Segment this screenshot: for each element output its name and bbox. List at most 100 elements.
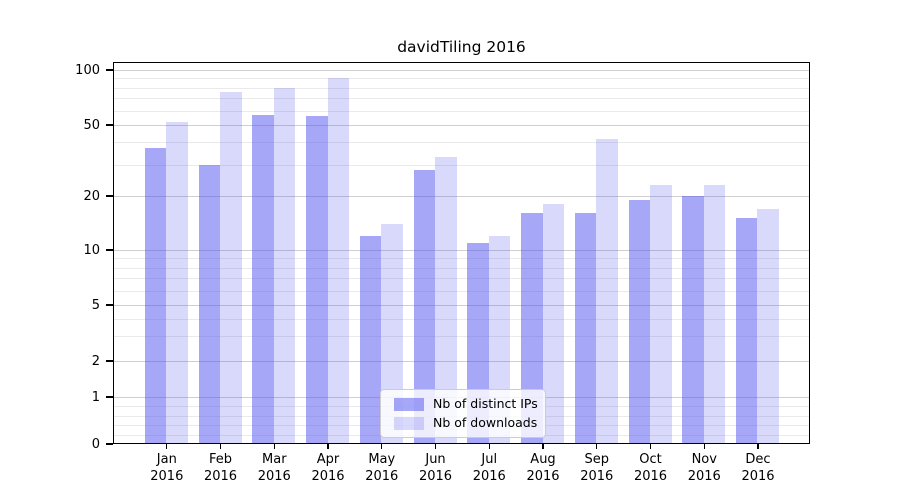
major-gridline	[113, 196, 810, 197]
bar-downloads-apr	[327, 78, 350, 444]
x-tick-mark	[273, 444, 275, 449]
bars-layer	[113, 62, 810, 444]
bar-ips-jun	[413, 169, 436, 444]
x-tick-label: Aug 2016	[515, 451, 571, 485]
minor-gridline	[113, 278, 810, 280]
y-tick-mark	[106, 124, 113, 126]
x-tick-month: May	[368, 452, 396, 467]
x-tick-mark	[703, 444, 705, 449]
bar-ips-jan	[144, 148, 167, 444]
y-tick-label: 2	[91, 353, 100, 369]
x-tick-month: Nov	[691, 452, 717, 467]
x-tick-label: Oct 2016	[623, 451, 679, 485]
bar-downloads-may	[381, 223, 403, 444]
x-tick-label: Jan 2016	[139, 451, 195, 485]
x-tick-month: Oct	[639, 452, 662, 467]
minor-gridline	[113, 336, 810, 338]
bar-ips-sep	[574, 213, 597, 444]
minor-gridline	[113, 318, 810, 320]
x-tick-mark	[488, 444, 490, 449]
y-tick-label: 5	[91, 297, 100, 313]
y-tick-mark	[106, 195, 113, 197]
y-tick-mark	[106, 249, 113, 251]
bar-ips-feb	[198, 164, 221, 444]
bar-downloads-jun	[435, 157, 457, 444]
x-tick-label: Feb 2016	[193, 451, 249, 485]
x-tick-mark	[381, 444, 383, 449]
x-tick-label: Jul 2016	[461, 451, 517, 485]
x-tick-month: Dec	[745, 452, 771, 467]
x-tick-year: 2016	[687, 469, 721, 484]
legend: Nb of distinct IPs Nb of downloads	[380, 389, 546, 438]
x-tick-month: Jul	[481, 452, 498, 467]
x-tick-year: 2016	[150, 469, 184, 484]
bar-downloads-jan	[166, 121, 188, 444]
x-tick-year: 2016	[203, 469, 238, 484]
y-tick-label: 20	[83, 188, 100, 204]
x-tick-month: Jun	[425, 452, 446, 467]
bar-ips-aug	[521, 213, 543, 444]
minor-gridline	[113, 78, 810, 80]
y-tick-label: 1	[91, 389, 100, 405]
x-tick-month: Feb	[209, 452, 233, 467]
major-gridline	[113, 125, 810, 126]
x-tick-year: 2016	[418, 469, 453, 484]
legend-swatch-downloads	[394, 416, 424, 430]
x-tick-month: Aug	[530, 452, 556, 467]
x-tick-mark	[542, 444, 544, 449]
x-tick-year: 2016	[580, 469, 614, 484]
bar-downloads-aug	[542, 204, 564, 444]
x-tick-label: Nov 2016	[676, 451, 732, 485]
legend-label-downloads: Nb of downloads	[433, 415, 538, 430]
x-tick-year: 2016	[311, 469, 345, 484]
x-tick-mark	[219, 444, 222, 449]
minor-gridline	[113, 267, 810, 269]
x-tick-year: 2016	[472, 469, 506, 484]
x-tick-mark	[434, 444, 437, 449]
bar-downloads-nov	[703, 185, 726, 444]
x-tick-label: Apr 2016	[300, 451, 356, 485]
minor-gridline	[113, 110, 810, 112]
bar-downloads-dec	[757, 208, 779, 444]
bar-ips-nov	[682, 196, 704, 444]
bar-downloads-mar	[273, 87, 296, 444]
minor-gridline	[113, 164, 810, 166]
x-tick-mark	[327, 444, 329, 449]
x-tick-month: Apr	[316, 452, 340, 467]
x-tick-mark	[757, 444, 759, 449]
x-tick-month: Sep	[584, 452, 609, 467]
x-tick-mark	[596, 444, 598, 449]
x-tick-year: 2016	[257, 469, 291, 484]
y-tick-label: 0	[91, 436, 100, 452]
legend-label-distinct-ips: Nb of distinct IPs	[433, 396, 538, 411]
bar-downloads-feb	[220, 91, 242, 444]
bar-downloads-sep	[596, 138, 618, 444]
major-gridline	[113, 361, 810, 362]
minor-gridline	[113, 258, 810, 260]
minor-gridline	[113, 290, 810, 292]
y-tick-label: 50	[83, 117, 100, 133]
major-gridline	[113, 70, 810, 71]
x-tick-label: May 2016	[354, 451, 410, 485]
x-tick-mark	[166, 444, 168, 449]
chart-title: davidTiling 2016	[397, 38, 526, 56]
x-tick-year: 2016	[633, 469, 668, 484]
x-tick-label: Mar 2016	[246, 451, 302, 485]
x-tick-month: Mar	[262, 452, 287, 467]
y-tick-mark	[106, 360, 113, 362]
x-tick-year: 2016	[741, 469, 775, 484]
major-gridline	[113, 250, 810, 251]
x-tick-label: Jun 2016	[408, 451, 464, 485]
y-tick-mark	[106, 443, 113, 445]
x-tick-mark	[649, 444, 652, 449]
y-tick-mark	[106, 69, 113, 71]
y-tick-mark	[106, 396, 113, 398]
y-tick-label: 100	[75, 62, 100, 78]
bar-ips-oct	[628, 199, 650, 444]
y-tick-label: 10	[83, 242, 100, 258]
x-tick-year: 2016	[526, 469, 560, 484]
legend-item-distinct-ips: Nb of distinct IPs	[387, 397, 539, 411]
major-gridline	[113, 305, 810, 306]
bar-ips-apr	[306, 116, 328, 444]
x-tick-month: Jan	[156, 452, 177, 467]
